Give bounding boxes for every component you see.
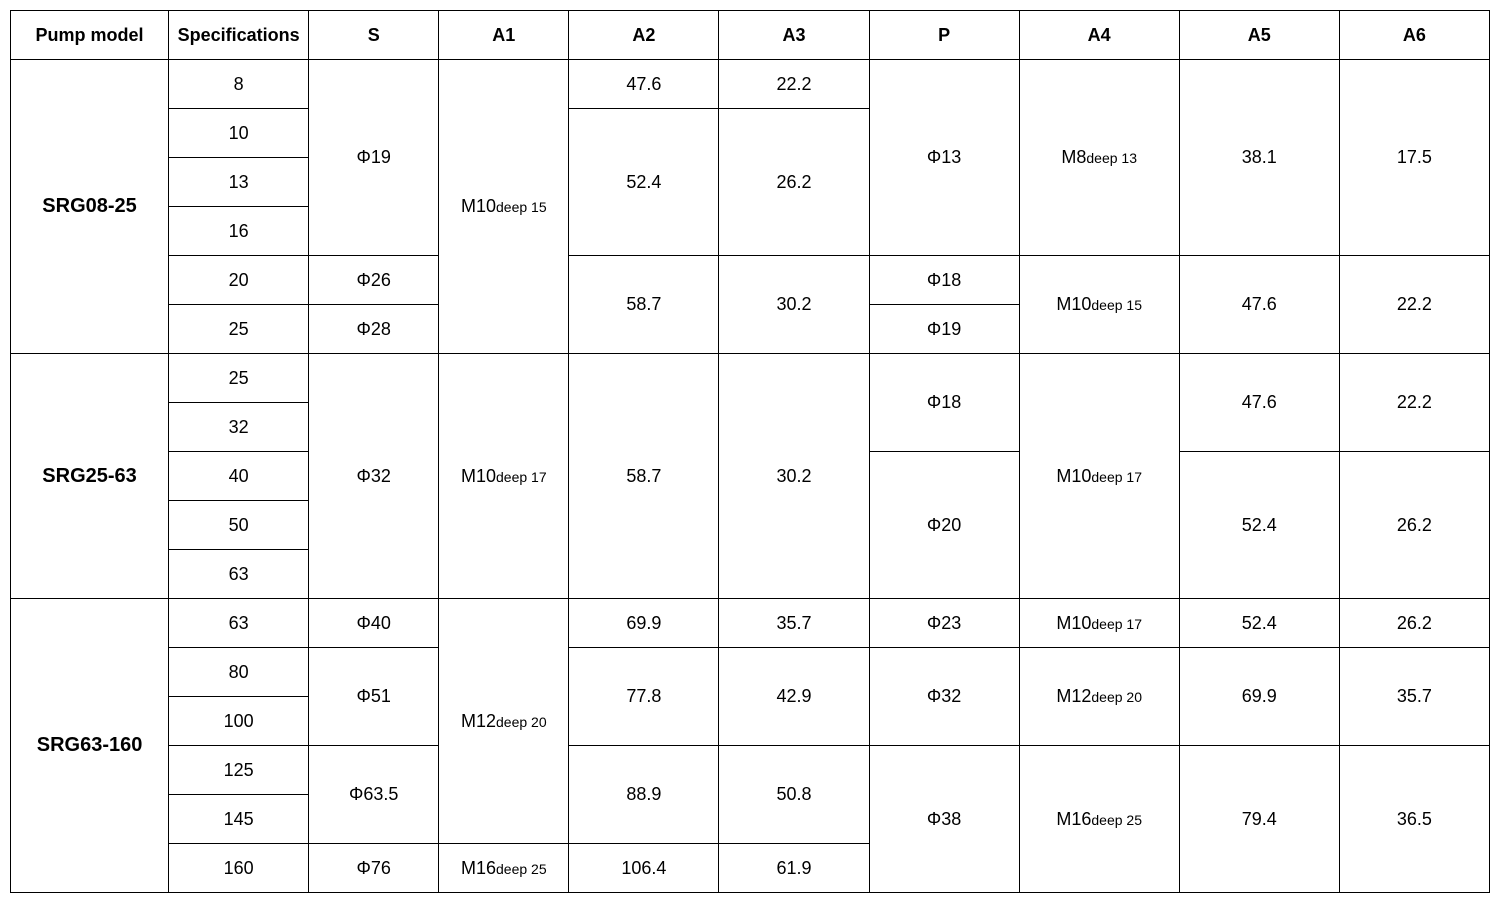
a3-cell: 35.7 (719, 599, 869, 648)
spec-cell: 20 (169, 256, 309, 305)
table-row: SRG63-160 63 Φ40 M12deep 20 69.9 35.7 Φ2… (11, 599, 1490, 648)
p-cell: Φ23 (869, 599, 1019, 648)
s-cell: Φ26 (309, 256, 439, 305)
a4-cell: M8deep 13 (1019, 60, 1179, 256)
a3-cell: 30.2 (719, 354, 869, 599)
col-a1: A1 (439, 11, 569, 60)
a6-cell: 22.2 (1339, 354, 1489, 452)
a3-cell: 42.9 (719, 648, 869, 746)
a3-cell: 61.9 (719, 844, 869, 893)
s-cell: Φ76 (309, 844, 439, 893)
a2-cell: 69.9 (569, 599, 719, 648)
spec-cell: 50 (169, 501, 309, 550)
a2-cell: 58.7 (569, 256, 719, 354)
a4-cell: M10deep 15 (1019, 256, 1179, 354)
a2-cell: 106.4 (569, 844, 719, 893)
a2-cell: 88.9 (569, 746, 719, 844)
a1-cell: M16deep 25 (439, 844, 569, 893)
model-cell: SRG25-63 (11, 354, 169, 599)
a3-cell: 30.2 (719, 256, 869, 354)
p-cell: Φ20 (869, 452, 1019, 599)
col-a4: A4 (1019, 11, 1179, 60)
s-cell: Φ19 (309, 60, 439, 256)
p-cell: Φ19 (869, 305, 1019, 354)
a4-cell: M10deep 17 (1019, 354, 1179, 599)
col-a3: A3 (719, 11, 869, 60)
a1-cell: M10deep 17 (439, 354, 569, 599)
a2-cell: 47.6 (569, 60, 719, 109)
a1-cell: M12deep 20 (439, 599, 569, 844)
spec-cell: 80 (169, 648, 309, 697)
col-a2: A2 (569, 11, 719, 60)
p-cell: Φ18 (869, 354, 1019, 452)
spec-cell: 63 (169, 599, 309, 648)
a5-cell: 52.4 (1179, 599, 1339, 648)
a2-cell: 77.8 (569, 648, 719, 746)
s-cell: Φ63.5 (309, 746, 439, 844)
spec-cell: 13 (169, 158, 309, 207)
p-cell: Φ13 (869, 60, 1019, 256)
a6-cell: 22.2 (1339, 256, 1489, 354)
table-row: 20 Φ26 58.7 30.2 Φ18 M10deep 15 47.6 22.… (11, 256, 1490, 305)
a2-cell: 52.4 (569, 109, 719, 256)
col-a6: A6 (1339, 11, 1489, 60)
table-row: 125 Φ63.5 88.9 50.8 Φ38 M16deep 25 79.4 … (11, 746, 1490, 795)
spec-cell: 100 (169, 697, 309, 746)
spec-cell: 40 (169, 452, 309, 501)
col-pump-model: Pump model (11, 11, 169, 60)
p-cell: Φ38 (869, 746, 1019, 893)
a5-cell: 47.6 (1179, 354, 1339, 452)
spec-cell: 32 (169, 403, 309, 452)
a5-cell: 38.1 (1179, 60, 1339, 256)
a1-cell: M10deep 15 (439, 60, 569, 354)
p-cell: Φ18 (869, 256, 1019, 305)
col-p: P (869, 11, 1019, 60)
table-row: SRG08-25 8 Φ19 M10deep 15 47.6 22.2 Φ13 … (11, 60, 1490, 109)
a6-cell: 35.7 (1339, 648, 1489, 746)
p-cell: Φ32 (869, 648, 1019, 746)
spec-cell: 145 (169, 795, 309, 844)
a5-cell: 79.4 (1179, 746, 1339, 893)
a2-cell: 58.7 (569, 354, 719, 599)
spec-cell: 160 (169, 844, 309, 893)
a6-cell: 36.5 (1339, 746, 1489, 893)
a5-cell: 47.6 (1179, 256, 1339, 354)
spec-cell: 25 (169, 354, 309, 403)
col-specifications: Specifications (169, 11, 309, 60)
spec-cell: 25 (169, 305, 309, 354)
a3-cell: 22.2 (719, 60, 869, 109)
col-s: S (309, 11, 439, 60)
a4-cell: M16deep 25 (1019, 746, 1179, 893)
a6-cell: 26.2 (1339, 452, 1489, 599)
spec-cell: 8 (169, 60, 309, 109)
header-row: Pump model Specifications S A1 A2 A3 P A… (11, 11, 1490, 60)
a3-cell: 26.2 (719, 109, 869, 256)
spec-cell: 16 (169, 207, 309, 256)
pump-spec-table: Pump model Specifications S A1 A2 A3 P A… (10, 10, 1490, 893)
model-cell: SRG08-25 (11, 60, 169, 354)
a4-cell: M10deep 17 (1019, 599, 1179, 648)
s-cell: Φ32 (309, 354, 439, 599)
col-a5: A5 (1179, 11, 1339, 60)
model-cell: SRG63-160 (11, 599, 169, 893)
spec-cell: 10 (169, 109, 309, 158)
s-cell: Φ28 (309, 305, 439, 354)
spec-cell: 125 (169, 746, 309, 795)
spec-cell: 63 (169, 550, 309, 599)
table-row: 80 Φ51 77.8 42.9 Φ32 M12deep 20 69.9 35.… (11, 648, 1490, 697)
s-cell: Φ51 (309, 648, 439, 746)
a6-cell: 17.5 (1339, 60, 1489, 256)
a4-cell: M12deep 20 (1019, 648, 1179, 746)
table-row: SRG25-63 25 Φ32 M10deep 17 58.7 30.2 Φ18… (11, 354, 1490, 403)
a5-cell: 69.9 (1179, 648, 1339, 746)
a6-cell: 26.2 (1339, 599, 1489, 648)
a5-cell: 52.4 (1179, 452, 1339, 599)
s-cell: Φ40 (309, 599, 439, 648)
a3-cell: 50.8 (719, 746, 869, 844)
